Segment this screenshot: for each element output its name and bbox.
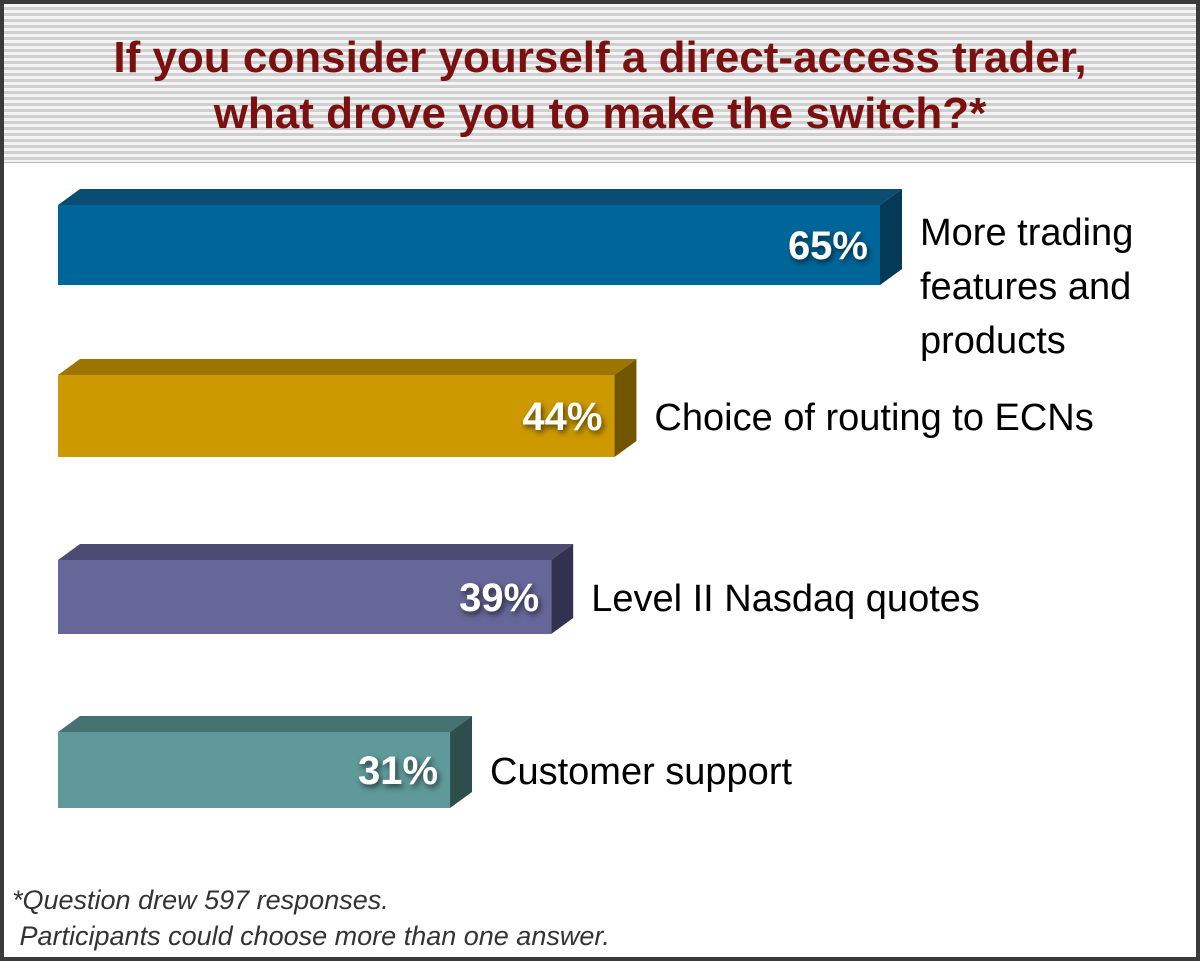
bar-top-face	[58, 544, 574, 560]
value-label: 39%	[459, 576, 539, 620]
category-label: products	[920, 320, 1066, 362]
bar	[58, 732, 451, 808]
bar-side-face	[614, 359, 637, 457]
footnote-line-1: *Question drew 597 responses.	[12, 885, 389, 915]
bar-chart: 65% More trading features and products 44% Ch…	[58, 189, 1133, 808]
bar-side-face	[450, 716, 473, 808]
category-label: Choice of routing to ECNs	[654, 397, 1093, 439]
title-line-1: If you consider yourself a direct-access…	[113, 33, 1087, 82]
bar-top-face	[58, 716, 473, 732]
bar	[58, 560, 552, 634]
category-label: More trading	[920, 212, 1133, 254]
category-label: Customer support	[490, 751, 792, 793]
footnote: *Question drew 597 responses. Participan…	[12, 882, 610, 954]
bar-side-face	[880, 189, 902, 285]
bar-side-face	[551, 544, 574, 634]
category-label: features and	[920, 266, 1131, 308]
value-label: 44%	[522, 395, 602, 439]
title-line-2: what drove you to make the switch?*	[213, 89, 987, 138]
chart-title: If you consider yourself a direct-access…	[4, 30, 1196, 142]
value-label: 65%	[788, 224, 868, 268]
value-label: 31%	[358, 749, 438, 793]
bar	[58, 375, 615, 457]
footnote-line-2: Participants could choose more than one …	[12, 921, 610, 951]
bar	[58, 205, 880, 285]
bar-top-face	[58, 359, 637, 375]
title-banner: If you consider yourself a direct-access…	[4, 4, 1196, 163]
bar-top-face	[58, 189, 902, 205]
category-label: Level II Nasdaq quotes	[591, 578, 980, 620]
